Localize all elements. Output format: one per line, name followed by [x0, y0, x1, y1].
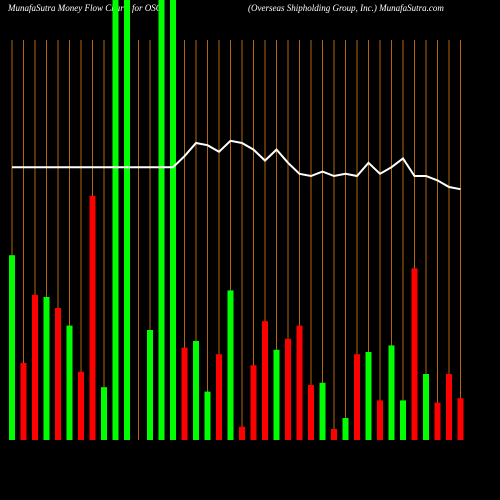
bar — [342, 418, 349, 440]
bar — [434, 402, 441, 440]
bar — [273, 349, 280, 440]
bar — [204, 391, 211, 440]
chart-subtitle: (Overseas Shipholding Group, Inc.) Munaf… — [248, 3, 444, 13]
bar — [32, 294, 38, 440]
bar — [227, 290, 234, 440]
bar — [43, 297, 50, 440]
bar — [354, 354, 360, 440]
bar — [9, 255, 15, 440]
bar — [89, 195, 96, 440]
bar — [296, 325, 303, 440]
bar — [181, 347, 188, 440]
chart-title: MunafaSutra Money Flow Charts for OSG — [7, 3, 163, 13]
bar — [216, 354, 222, 440]
bar — [331, 429, 337, 440]
bar — [262, 321, 268, 440]
bar — [250, 365, 257, 440]
bar — [147, 330, 153, 440]
bar — [78, 371, 84, 440]
bar — [239, 426, 245, 440]
bar — [124, 0, 130, 440]
bar — [170, 0, 176, 440]
bar — [319, 382, 326, 440]
bar — [365, 352, 372, 440]
bar — [411, 268, 418, 440]
bar — [446, 374, 452, 440]
bar — [388, 345, 395, 440]
bar — [55, 308, 61, 440]
bar — [285, 338, 291, 440]
bar — [158, 0, 165, 440]
bar — [112, 0, 119, 440]
bar — [20, 363, 27, 440]
bar — [308, 385, 314, 440]
bar — [457, 398, 464, 440]
bar — [66, 325, 73, 440]
bar — [400, 400, 406, 440]
bar — [101, 387, 107, 440]
money-flow-line — [12, 139, 461, 191]
bar — [377, 400, 383, 440]
bar — [423, 374, 429, 440]
bar — [193, 341, 199, 440]
